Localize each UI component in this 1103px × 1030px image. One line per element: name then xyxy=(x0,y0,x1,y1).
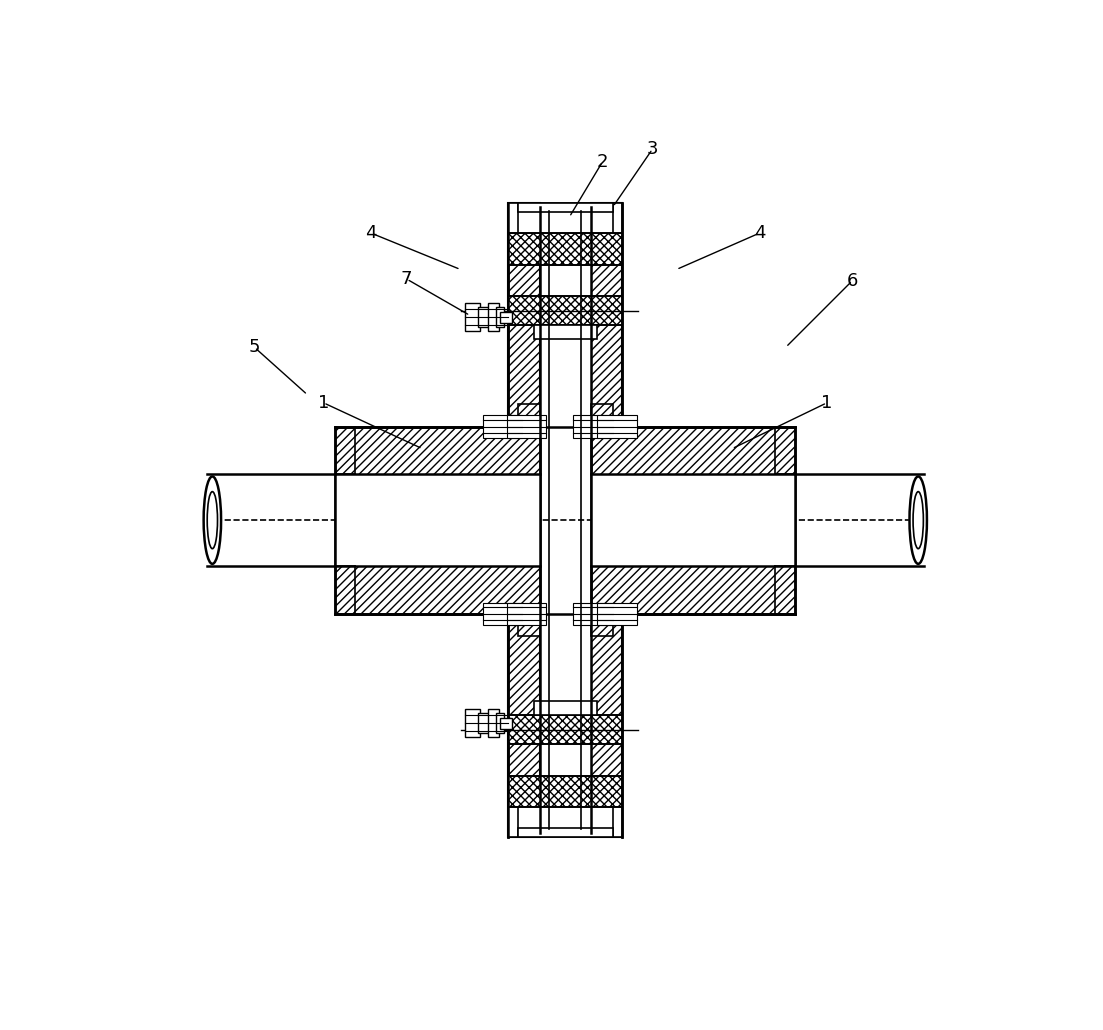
Bar xyxy=(591,614,622,837)
Bar xyxy=(508,203,539,426)
Bar xyxy=(483,603,523,625)
Bar xyxy=(501,311,512,322)
Bar xyxy=(591,614,613,636)
Text: 1: 1 xyxy=(318,393,329,412)
Bar xyxy=(335,474,539,566)
Bar xyxy=(574,603,613,625)
Bar xyxy=(496,307,504,328)
Bar xyxy=(506,415,546,438)
Ellipse shape xyxy=(204,477,221,563)
Bar xyxy=(591,203,622,426)
Bar xyxy=(517,405,539,426)
Bar xyxy=(591,426,795,614)
Bar xyxy=(597,603,636,625)
Bar xyxy=(483,415,523,438)
Bar xyxy=(508,614,539,837)
Bar xyxy=(508,776,622,808)
Bar xyxy=(517,614,539,636)
Bar xyxy=(534,701,597,715)
Bar xyxy=(517,828,613,837)
Text: 6: 6 xyxy=(847,272,858,289)
Text: 3: 3 xyxy=(646,140,658,158)
Text: 4: 4 xyxy=(365,225,377,242)
Bar xyxy=(464,709,481,737)
Bar xyxy=(478,713,490,733)
Bar xyxy=(488,709,500,737)
Bar xyxy=(508,233,622,265)
Bar xyxy=(539,614,591,837)
Bar xyxy=(508,203,622,233)
Ellipse shape xyxy=(910,477,927,563)
Bar xyxy=(464,303,481,332)
Bar xyxy=(488,303,500,332)
Bar xyxy=(508,715,622,744)
Text: 5: 5 xyxy=(248,338,260,356)
Bar xyxy=(517,203,613,212)
Text: 4: 4 xyxy=(753,225,765,242)
Text: 1: 1 xyxy=(822,393,833,412)
Bar xyxy=(574,415,613,438)
Bar xyxy=(591,474,795,566)
Bar xyxy=(335,426,539,614)
Bar xyxy=(534,325,597,339)
Bar xyxy=(508,297,622,325)
Bar xyxy=(539,203,591,426)
Bar xyxy=(591,405,613,426)
Bar xyxy=(501,718,512,729)
Text: 2: 2 xyxy=(597,152,609,171)
Bar xyxy=(597,415,636,438)
Text: 7: 7 xyxy=(400,270,413,288)
Bar xyxy=(508,808,622,837)
Bar xyxy=(496,713,504,733)
Bar xyxy=(478,307,490,328)
Bar xyxy=(506,603,546,625)
